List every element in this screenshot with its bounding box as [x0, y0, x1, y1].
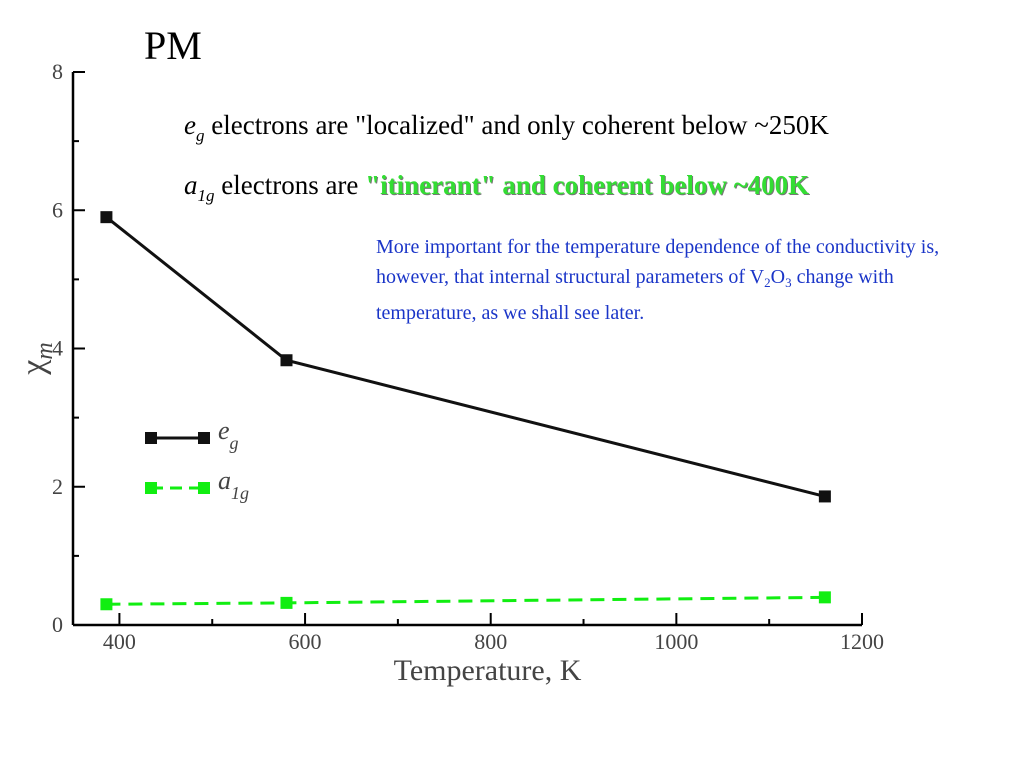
- a1g-symbol-subscript: 1g: [197, 186, 215, 205]
- legend-label-eg: eg: [218, 416, 239, 453]
- note-text-part2: O: [770, 266, 786, 288]
- x-tick-label: 800: [474, 629, 507, 654]
- x-tick-label: 1200: [840, 629, 884, 654]
- chart-axes: [71, 72, 862, 627]
- eg-symbol: e: [184, 110, 196, 140]
- note-text-part3: change with temperature, as we shall see…: [376, 266, 894, 324]
- y-axis-label: χm: [15, 342, 58, 375]
- note-subscript-2: 2: [764, 275, 771, 290]
- y-axis-label-subscript: m: [32, 342, 58, 359]
- eg-symbol-subscript: g: [195, 126, 205, 145]
- note-text-part1: More important for the temperature depen…: [376, 236, 940, 288]
- note-subscript-3: 3: [785, 275, 792, 290]
- a1g-symbol: a: [184, 170, 198, 200]
- data-point-a1g: [280, 596, 293, 609]
- a1g-statement: a1g electrons are "itinerant" and cohere…: [184, 168, 809, 213]
- data-point-a1g: [818, 591, 831, 604]
- y-tick-label: 0: [52, 612, 63, 637]
- y-axis-label-symbol: χ: [15, 360, 52, 376]
- data-point-a1g: [100, 598, 113, 611]
- structural-note: More important for the temperature depen…: [376, 232, 996, 328]
- eg-statement: eg electrons are "localized" and only co…: [184, 108, 829, 153]
- legend-label-symbol: e: [218, 416, 230, 445]
- legend-label-symbol: a: [218, 466, 231, 495]
- x-tick-label: 400: [103, 629, 136, 654]
- legend-label-a1g: a1g: [218, 466, 249, 503]
- legend-marker-a1g: [198, 482, 210, 494]
- y-tick-label: 2: [52, 474, 63, 499]
- data-point-eg: [280, 354, 293, 367]
- y-tick-label: 8: [52, 59, 63, 84]
- chart-ticks: 0 2 4 6 8 400 600 800 1000 1200: [52, 59, 884, 654]
- y-tick-label: 6: [52, 197, 63, 222]
- eg-statement-prefix: electrons are: [211, 110, 349, 140]
- series-line-eg: [105, 215, 826, 498]
- slide-title: PM: [144, 23, 202, 68]
- legend-label-subscript: g: [230, 433, 239, 453]
- x-tick-label: 1000: [654, 629, 698, 654]
- legend-label-subscript: 1g: [231, 483, 249, 503]
- x-axis-label: Temperature, K: [394, 654, 582, 687]
- data-point-eg: [818, 490, 831, 503]
- y-tick-label: 4: [52, 336, 63, 361]
- legend-marker-eg: [198, 432, 210, 444]
- legend-marker-eg: [145, 432, 157, 444]
- eg-statement-text: "localized" and only coherent below ~250…: [355, 110, 829, 140]
- data-point-eg: [100, 211, 113, 224]
- a1g-statement-prefix: electrons are: [221, 170, 359, 200]
- chart-series: [100, 211, 831, 611]
- x-tick-label: 600: [289, 629, 322, 654]
- series-line-a1g: [106, 595, 825, 606]
- legend-marker-a1g: [145, 482, 157, 494]
- a1g-statement-highlight: "itinerant" and coherent below ~400K: [365, 170, 810, 200]
